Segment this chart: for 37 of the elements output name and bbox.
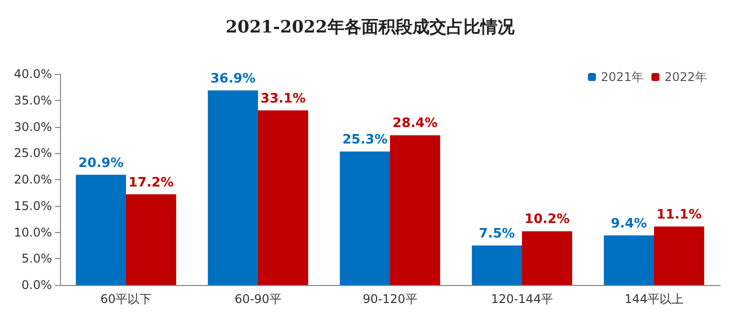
y-tick-label: 25.0%	[14, 146, 52, 160]
x-tick-label: 60平以下	[100, 292, 152, 306]
legend-label: 2021年	[600, 70, 644, 84]
x-tick-label: 90-120平	[362, 292, 418, 306]
y-tick-label: 10.0%	[14, 225, 52, 240]
y-tick-label: 15.0%	[14, 198, 52, 213]
y-tick-label: 5.0%	[22, 252, 52, 266]
x-tick-label: 60-90平	[234, 292, 282, 306]
data-label: 7.5%	[478, 226, 515, 242]
y-tick-label: 30.0%	[14, 120, 52, 134]
bar	[604, 235, 654, 285]
bar	[126, 194, 176, 285]
bar	[340, 152, 390, 285]
bar	[258, 110, 308, 285]
data-label: 17.2%	[128, 175, 174, 190]
bar	[654, 226, 704, 285]
y-tick-label: 40.0%	[14, 67, 52, 81]
y-tick-label: 35.0%	[14, 93, 52, 108]
data-label: 36.9%	[210, 71, 256, 86]
legend-label: 2022年	[664, 70, 708, 84]
bar	[522, 231, 572, 285]
y-tick-label: 20.0%	[14, 172, 52, 186]
y-tick-label: 0.0%	[22, 278, 52, 292]
bar	[208, 90, 258, 285]
data-label: 11.1%	[656, 207, 702, 222]
data-label: 20.9%	[78, 156, 124, 171]
data-label: 25.3%	[342, 132, 388, 148]
chart-title: 2021-2022年各面积段成交占比情况	[226, 18, 516, 38]
data-label: 33.1%	[260, 91, 306, 106]
x-tick-label: 120-144平	[490, 292, 554, 306]
bar	[390, 135, 440, 285]
bar	[472, 245, 522, 285]
data-label: 10.2%	[524, 212, 570, 228]
bar	[76, 174, 126, 285]
x-tick-label: 144平以上	[624, 292, 684, 306]
data-label: 28.4%	[392, 116, 438, 132]
data-label: 9.4%	[610, 216, 647, 232]
